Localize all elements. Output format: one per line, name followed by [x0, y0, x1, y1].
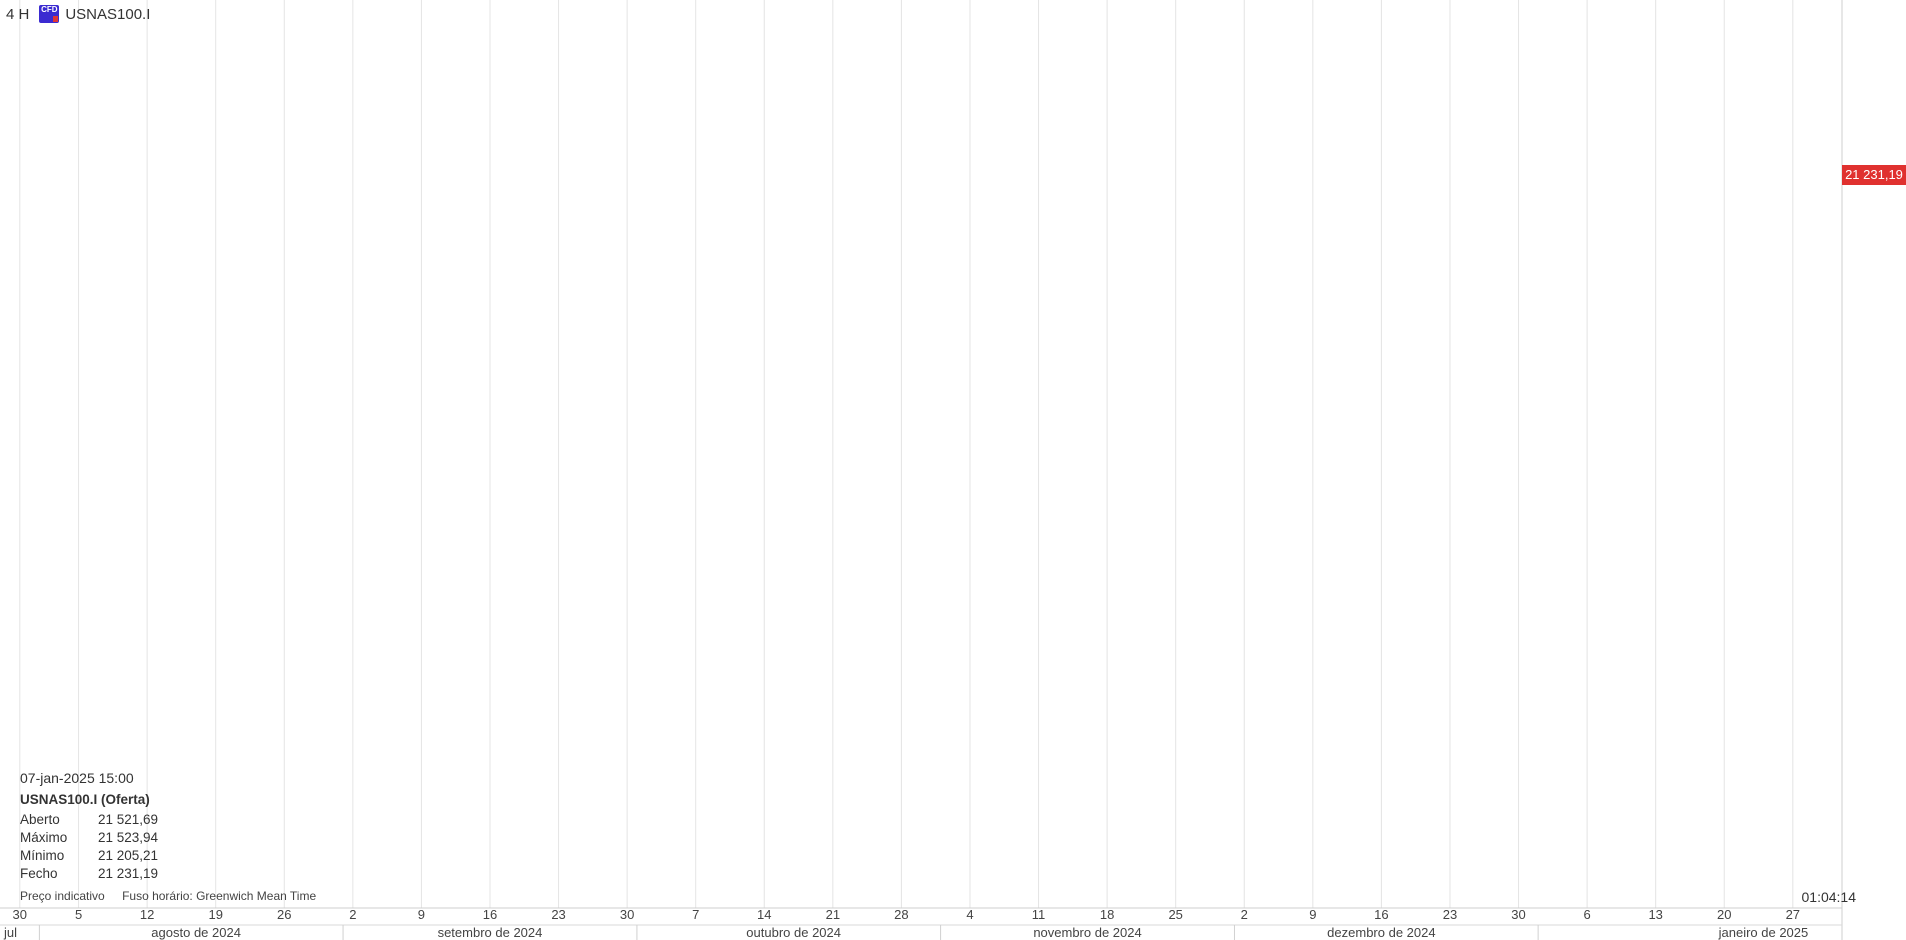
candle-countdown: 01:04:14: [1801, 889, 1857, 905]
month-label: novembro de 2024: [1033, 925, 1141, 940]
date-tick-label: 4: [966, 907, 973, 922]
date-tick-label: 9: [1309, 907, 1316, 922]
date-tick-label: 9: [418, 907, 425, 922]
date-tick-label: 20: [1717, 907, 1731, 922]
date-tick-label: 5: [75, 907, 82, 922]
grid-lines: [0, 0, 1843, 940]
date-tick-label: 26: [277, 907, 291, 922]
current-price-tag: 21 231,19: [1842, 165, 1906, 185]
month-label: agosto de 2024: [151, 925, 241, 940]
date-tick-label: 30: [13, 907, 27, 922]
info-datetime: 07-jan-2025 15:00: [20, 770, 134, 786]
timeframe-label[interactable]: 4 H: [6, 5, 30, 23]
date-tick-label: 18: [1100, 907, 1114, 922]
date-tick-label: 14: [757, 907, 771, 922]
date-tick-label: 28: [894, 907, 908, 922]
month-label: jul: [3, 925, 17, 940]
date-tick-label: 2: [349, 907, 356, 922]
info-row-open: Aberto 21 521,69: [20, 812, 158, 827]
date-tick-label: 7: [692, 907, 699, 922]
date-tick-label: 21: [826, 907, 840, 922]
date-tick-label: 2: [1241, 907, 1248, 922]
date-tick-label: 16: [1374, 907, 1388, 922]
date-tick-label: 13: [1648, 907, 1662, 922]
info-row-close: Fecho 21 231,19: [20, 866, 158, 881]
info-instrument: USNAS100.I (Oferta): [20, 792, 150, 807]
date-tick-label: 27: [1786, 907, 1800, 922]
time-axis[interactable]: 30 5 12 19 26 2 9 16 23 30 7 14 21 28 4 11 18 25 2 9 16 23 30 6…: [3, 907, 1808, 940]
date-tick-label: 19: [208, 907, 222, 922]
month-label: janeiro de 2025: [1718, 925, 1809, 940]
date-tick-label: 12: [140, 907, 154, 922]
info-row-high: Máximo 21 523,94: [20, 830, 158, 845]
month-label: dezembro de 2024: [1327, 925, 1435, 940]
date-tick-label: 11: [1032, 907, 1046, 922]
cfd-badge-icon: CFD: [39, 5, 60, 23]
date-tick-label: 16: [483, 907, 497, 922]
date-tick-label: 23: [551, 907, 565, 922]
timezone-note: Fuso horário: Greenwich Mean Time: [122, 889, 317, 903]
month-label: setembro de 2024: [438, 925, 543, 940]
month-label: outubro de 2024: [746, 925, 841, 940]
date-tick-label: 23: [1443, 907, 1457, 922]
ohlc-info-panel: 07-jan-2025 15:00 USNAS100.I (Oferta) Ab…: [20, 770, 158, 883]
date-tick-label: 25: [1168, 907, 1182, 922]
date-tick-label: 30: [1511, 907, 1525, 922]
chart-footer-notes: Preço indicativo Fuso horário: Greenwich…: [20, 889, 330, 903]
date-tick-label: 6: [1583, 907, 1590, 922]
indicative-price-note: Preço indicativo: [20, 889, 105, 903]
chart-header: 4 H CFD USNAS100.I: [6, 5, 150, 23]
date-tick-label: 30: [620, 907, 634, 922]
info-row-low: Mínimo 21 205,21: [20, 848, 158, 863]
symbol-label[interactable]: USNAS100.I: [65, 5, 151, 23]
